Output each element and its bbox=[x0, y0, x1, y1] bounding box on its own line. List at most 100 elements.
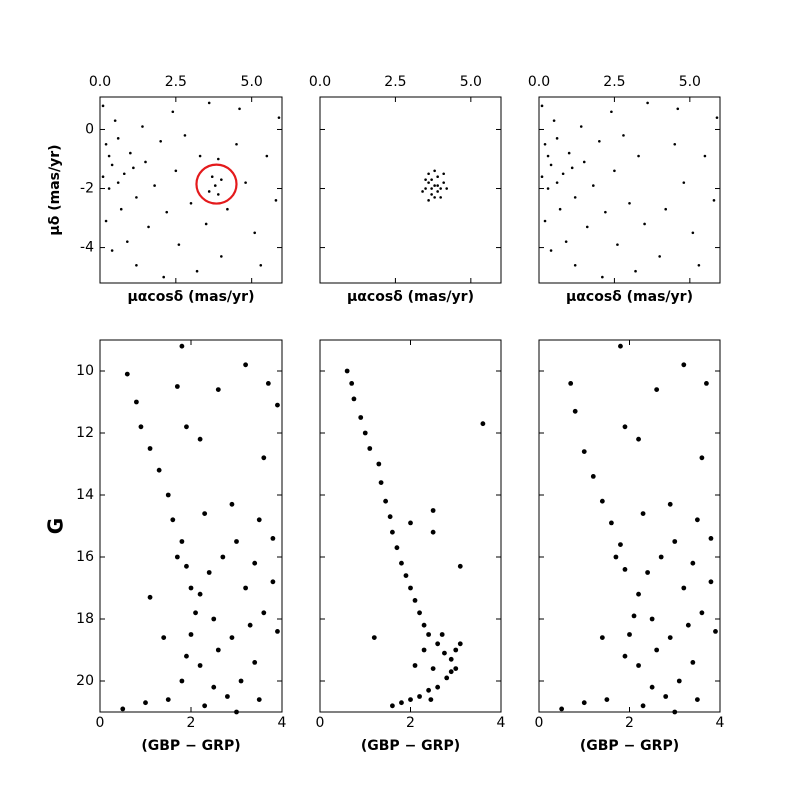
point bbox=[699, 610, 705, 616]
point bbox=[174, 384, 180, 389]
point bbox=[238, 678, 244, 684]
point bbox=[453, 666, 459, 671]
point bbox=[570, 166, 574, 170]
point bbox=[116, 137, 120, 140]
point bbox=[430, 508, 436, 513]
x-tick-label: 2 bbox=[406, 715, 415, 731]
point bbox=[543, 219, 547, 223]
point bbox=[634, 269, 637, 273]
point bbox=[383, 498, 389, 504]
point bbox=[399, 560, 404, 566]
x-axis-label: μαcosδ (mas/yr) bbox=[566, 289, 693, 305]
point bbox=[174, 169, 178, 173]
point bbox=[599, 635, 605, 640]
point bbox=[184, 653, 189, 659]
point bbox=[435, 684, 441, 690]
point bbox=[358, 415, 364, 420]
point bbox=[658, 255, 661, 258]
point bbox=[581, 700, 587, 706]
x-tick-label: 0.0 bbox=[309, 74, 331, 90]
x-axis-label: (GBP − GRP) bbox=[580, 738, 679, 754]
x-tick-label: 2.5 bbox=[384, 74, 406, 90]
point bbox=[243, 362, 249, 368]
point bbox=[198, 154, 202, 158]
point bbox=[376, 461, 382, 467]
point bbox=[161, 635, 167, 640]
point bbox=[637, 154, 640, 158]
point bbox=[243, 585, 249, 591]
point bbox=[217, 193, 220, 196]
point bbox=[628, 201, 631, 205]
point bbox=[708, 536, 714, 541]
point bbox=[344, 368, 350, 374]
point bbox=[433, 184, 436, 187]
point bbox=[448, 669, 454, 675]
point bbox=[691, 231, 695, 235]
point bbox=[387, 514, 393, 520]
point bbox=[433, 169, 436, 173]
point bbox=[211, 616, 217, 622]
point bbox=[261, 455, 267, 461]
point bbox=[399, 700, 404, 706]
point bbox=[412, 598, 418, 603]
point bbox=[636, 663, 641, 668]
point bbox=[132, 166, 135, 170]
point bbox=[417, 610, 422, 616]
point bbox=[371, 635, 377, 640]
point bbox=[654, 387, 660, 392]
point bbox=[120, 706, 126, 712]
point bbox=[229, 501, 235, 507]
x-tick-label: 4 bbox=[716, 715, 725, 731]
point bbox=[147, 225, 150, 229]
x-tick-label: 2.5 bbox=[165, 74, 187, 90]
point bbox=[616, 243, 619, 246]
point bbox=[259, 263, 263, 267]
point bbox=[592, 184, 595, 187]
point bbox=[568, 381, 574, 386]
point bbox=[412, 663, 418, 668]
point bbox=[110, 249, 114, 252]
point bbox=[421, 647, 427, 653]
point bbox=[408, 520, 413, 526]
point bbox=[390, 703, 395, 709]
point bbox=[610, 110, 613, 114]
point bbox=[699, 455, 705, 461]
point bbox=[135, 196, 138, 199]
point bbox=[636, 436, 641, 442]
point bbox=[220, 255, 223, 258]
x-tick-label: 2.5 bbox=[603, 74, 625, 90]
point bbox=[349, 381, 355, 386]
point bbox=[618, 542, 623, 547]
point bbox=[697, 263, 701, 267]
point bbox=[274, 199, 278, 202]
point bbox=[179, 343, 185, 349]
point bbox=[645, 570, 650, 575]
point bbox=[116, 181, 120, 184]
point bbox=[421, 622, 427, 628]
point bbox=[430, 187, 433, 190]
point bbox=[252, 560, 258, 566]
y-tick-label: -2 bbox=[80, 181, 94, 197]
point bbox=[215, 647, 221, 653]
x-axis-label: μαcosδ (mas/yr) bbox=[347, 289, 474, 305]
point bbox=[408, 697, 413, 702]
point bbox=[598, 139, 601, 143]
point bbox=[183, 134, 187, 137]
point bbox=[430, 193, 433, 196]
point bbox=[202, 703, 208, 709]
point bbox=[244, 181, 247, 184]
point bbox=[604, 210, 607, 214]
point bbox=[253, 231, 256, 235]
point bbox=[141, 125, 144, 128]
point bbox=[667, 635, 673, 640]
point bbox=[457, 563, 463, 569]
point bbox=[426, 687, 431, 693]
point bbox=[170, 517, 176, 523]
point bbox=[564, 240, 568, 243]
point bbox=[654, 647, 660, 653]
point bbox=[129, 151, 132, 155]
point bbox=[555, 181, 559, 184]
point bbox=[672, 539, 678, 544]
axes-frame bbox=[538, 96, 721, 284]
